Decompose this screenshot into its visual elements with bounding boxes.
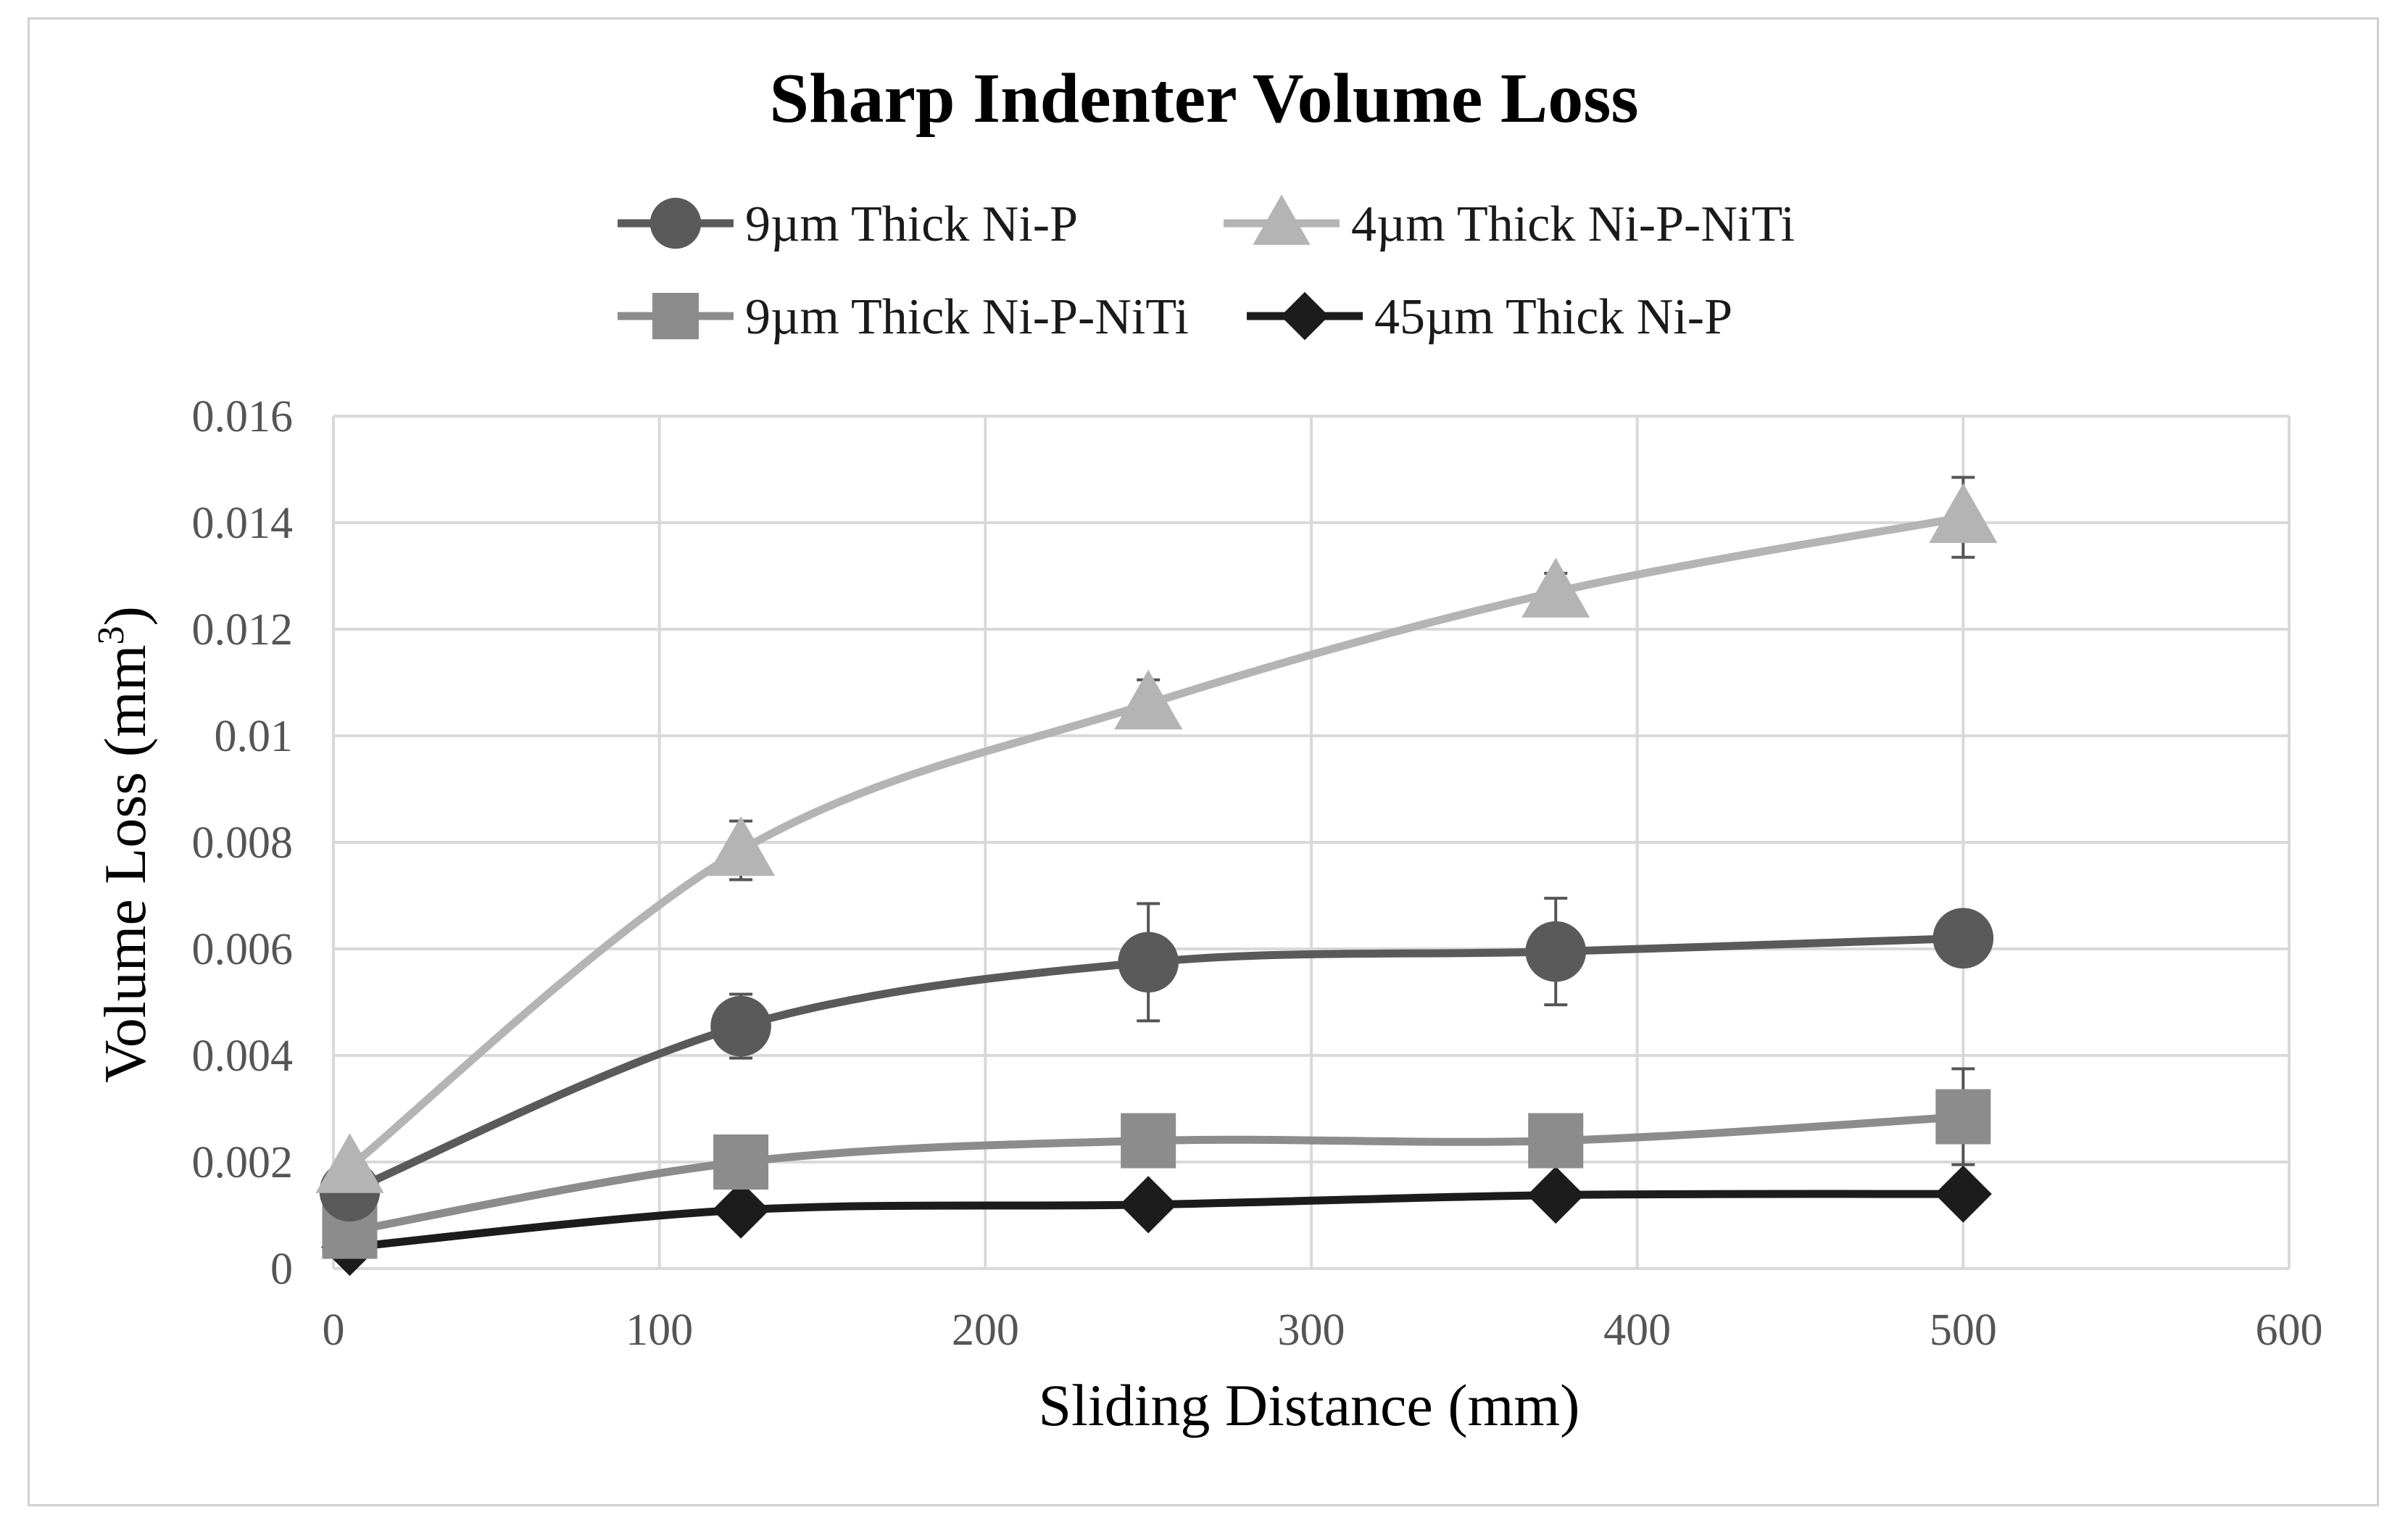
- y-axis-title-main: Volume Loss (mm: [92, 644, 158, 1082]
- data-point: [1114, 669, 1183, 730]
- data-point: [315, 1133, 384, 1193]
- y-tick-label: 0.01: [215, 712, 294, 761]
- data-point: [706, 816, 776, 876]
- series-layer: [315, 476, 1998, 1277]
- y-axis-title: Volume Loss (mm3): [91, 606, 158, 1083]
- data-point: [1528, 1113, 1584, 1169]
- data-point: [713, 1134, 769, 1190]
- legend-item: 9µm Thick Ni-P-NiTi: [618, 289, 1189, 345]
- legend-label: 9µm Thick Ni-P: [745, 196, 1078, 252]
- series-2: [322, 1067, 1991, 1259]
- data-point: [1929, 483, 1998, 543]
- legend-item: 45µm Thick Ni-P: [1247, 289, 1732, 345]
- x-tick-label: 100: [626, 1306, 693, 1355]
- data-point: [1118, 932, 1179, 993]
- legend-marker: [649, 197, 702, 249]
- y-tick-label: 0.008: [192, 818, 294, 868]
- chart-title: Sharp Indenter Volume Loss: [769, 59, 1638, 138]
- y-tick-label: 0.016: [192, 392, 294, 441]
- x-tick-label: 300: [1278, 1306, 1345, 1355]
- y-tick-label: 0.012: [192, 605, 294, 655]
- series-1: [315, 476, 1998, 1193]
- legend-item: 4µm Thick Ni-P-NiTi: [1224, 194, 1795, 252]
- legend-marker: [652, 293, 699, 339]
- legend-item: 9µm Thick Ni-P: [618, 196, 1078, 252]
- data-point: [1935, 1089, 1991, 1145]
- legend-label: 9µm Thick Ni-P-NiTi: [745, 289, 1189, 345]
- series-0: [319, 897, 1994, 1222]
- x-tick-label: 500: [1930, 1306, 1997, 1355]
- data-point: [1527, 1166, 1585, 1224]
- y-axis-title-suffix: ): [92, 606, 158, 626]
- x-tick-label: 600: [2256, 1306, 2323, 1355]
- y-tick-label: 0.006: [192, 925, 294, 974]
- y-tick-label: 0.014: [192, 499, 294, 548]
- data-point: [1932, 908, 1994, 969]
- legend-label: 45µm Thick Ni-P: [1374, 289, 1732, 345]
- data-point: [1934, 1165, 1992, 1223]
- x-tick-label: 400: [1603, 1306, 1671, 1355]
- y-tick-label: 0.004: [192, 1032, 294, 1081]
- y-axis-title-superscript: 3: [91, 626, 132, 644]
- data-point: [712, 1181, 770, 1239]
- x-axis-ticks: 0 100 200 300 400 500 600: [323, 1306, 2323, 1355]
- chart-frame: [28, 17, 2379, 1506]
- legend: 9µm Thick Ni-P 4µm Thick Ni-P-NiTi 9µm Thi…: [618, 194, 1795, 345]
- x-tick-label: 200: [952, 1306, 1019, 1355]
- data-point: [710, 995, 771, 1057]
- data-point: [1525, 921, 1587, 982]
- x-axis-title: Sliding Distance (mm): [1038, 1372, 1579, 1438]
- legend-marker: [1253, 194, 1311, 245]
- series-3: [320, 1165, 1992, 1277]
- grid-lines: [332, 415, 2291, 1270]
- y-axis-ticks: 0 0.002 0.004 0.006 0.008 0.01 0.012 0.014 0.016: [192, 392, 294, 1294]
- y-tick-label: 0: [270, 1245, 293, 1294]
- x-tick-label: 0: [323, 1306, 345, 1355]
- data-point: [1521, 557, 1590, 618]
- data-point: [1121, 1113, 1176, 1169]
- legend-label: 4µm Thick Ni-P-NiTi: [1351, 196, 1795, 252]
- y-tick-label: 0.002: [192, 1138, 294, 1187]
- legend-marker: [1280, 291, 1329, 341]
- data-point: [1119, 1176, 1177, 1234]
